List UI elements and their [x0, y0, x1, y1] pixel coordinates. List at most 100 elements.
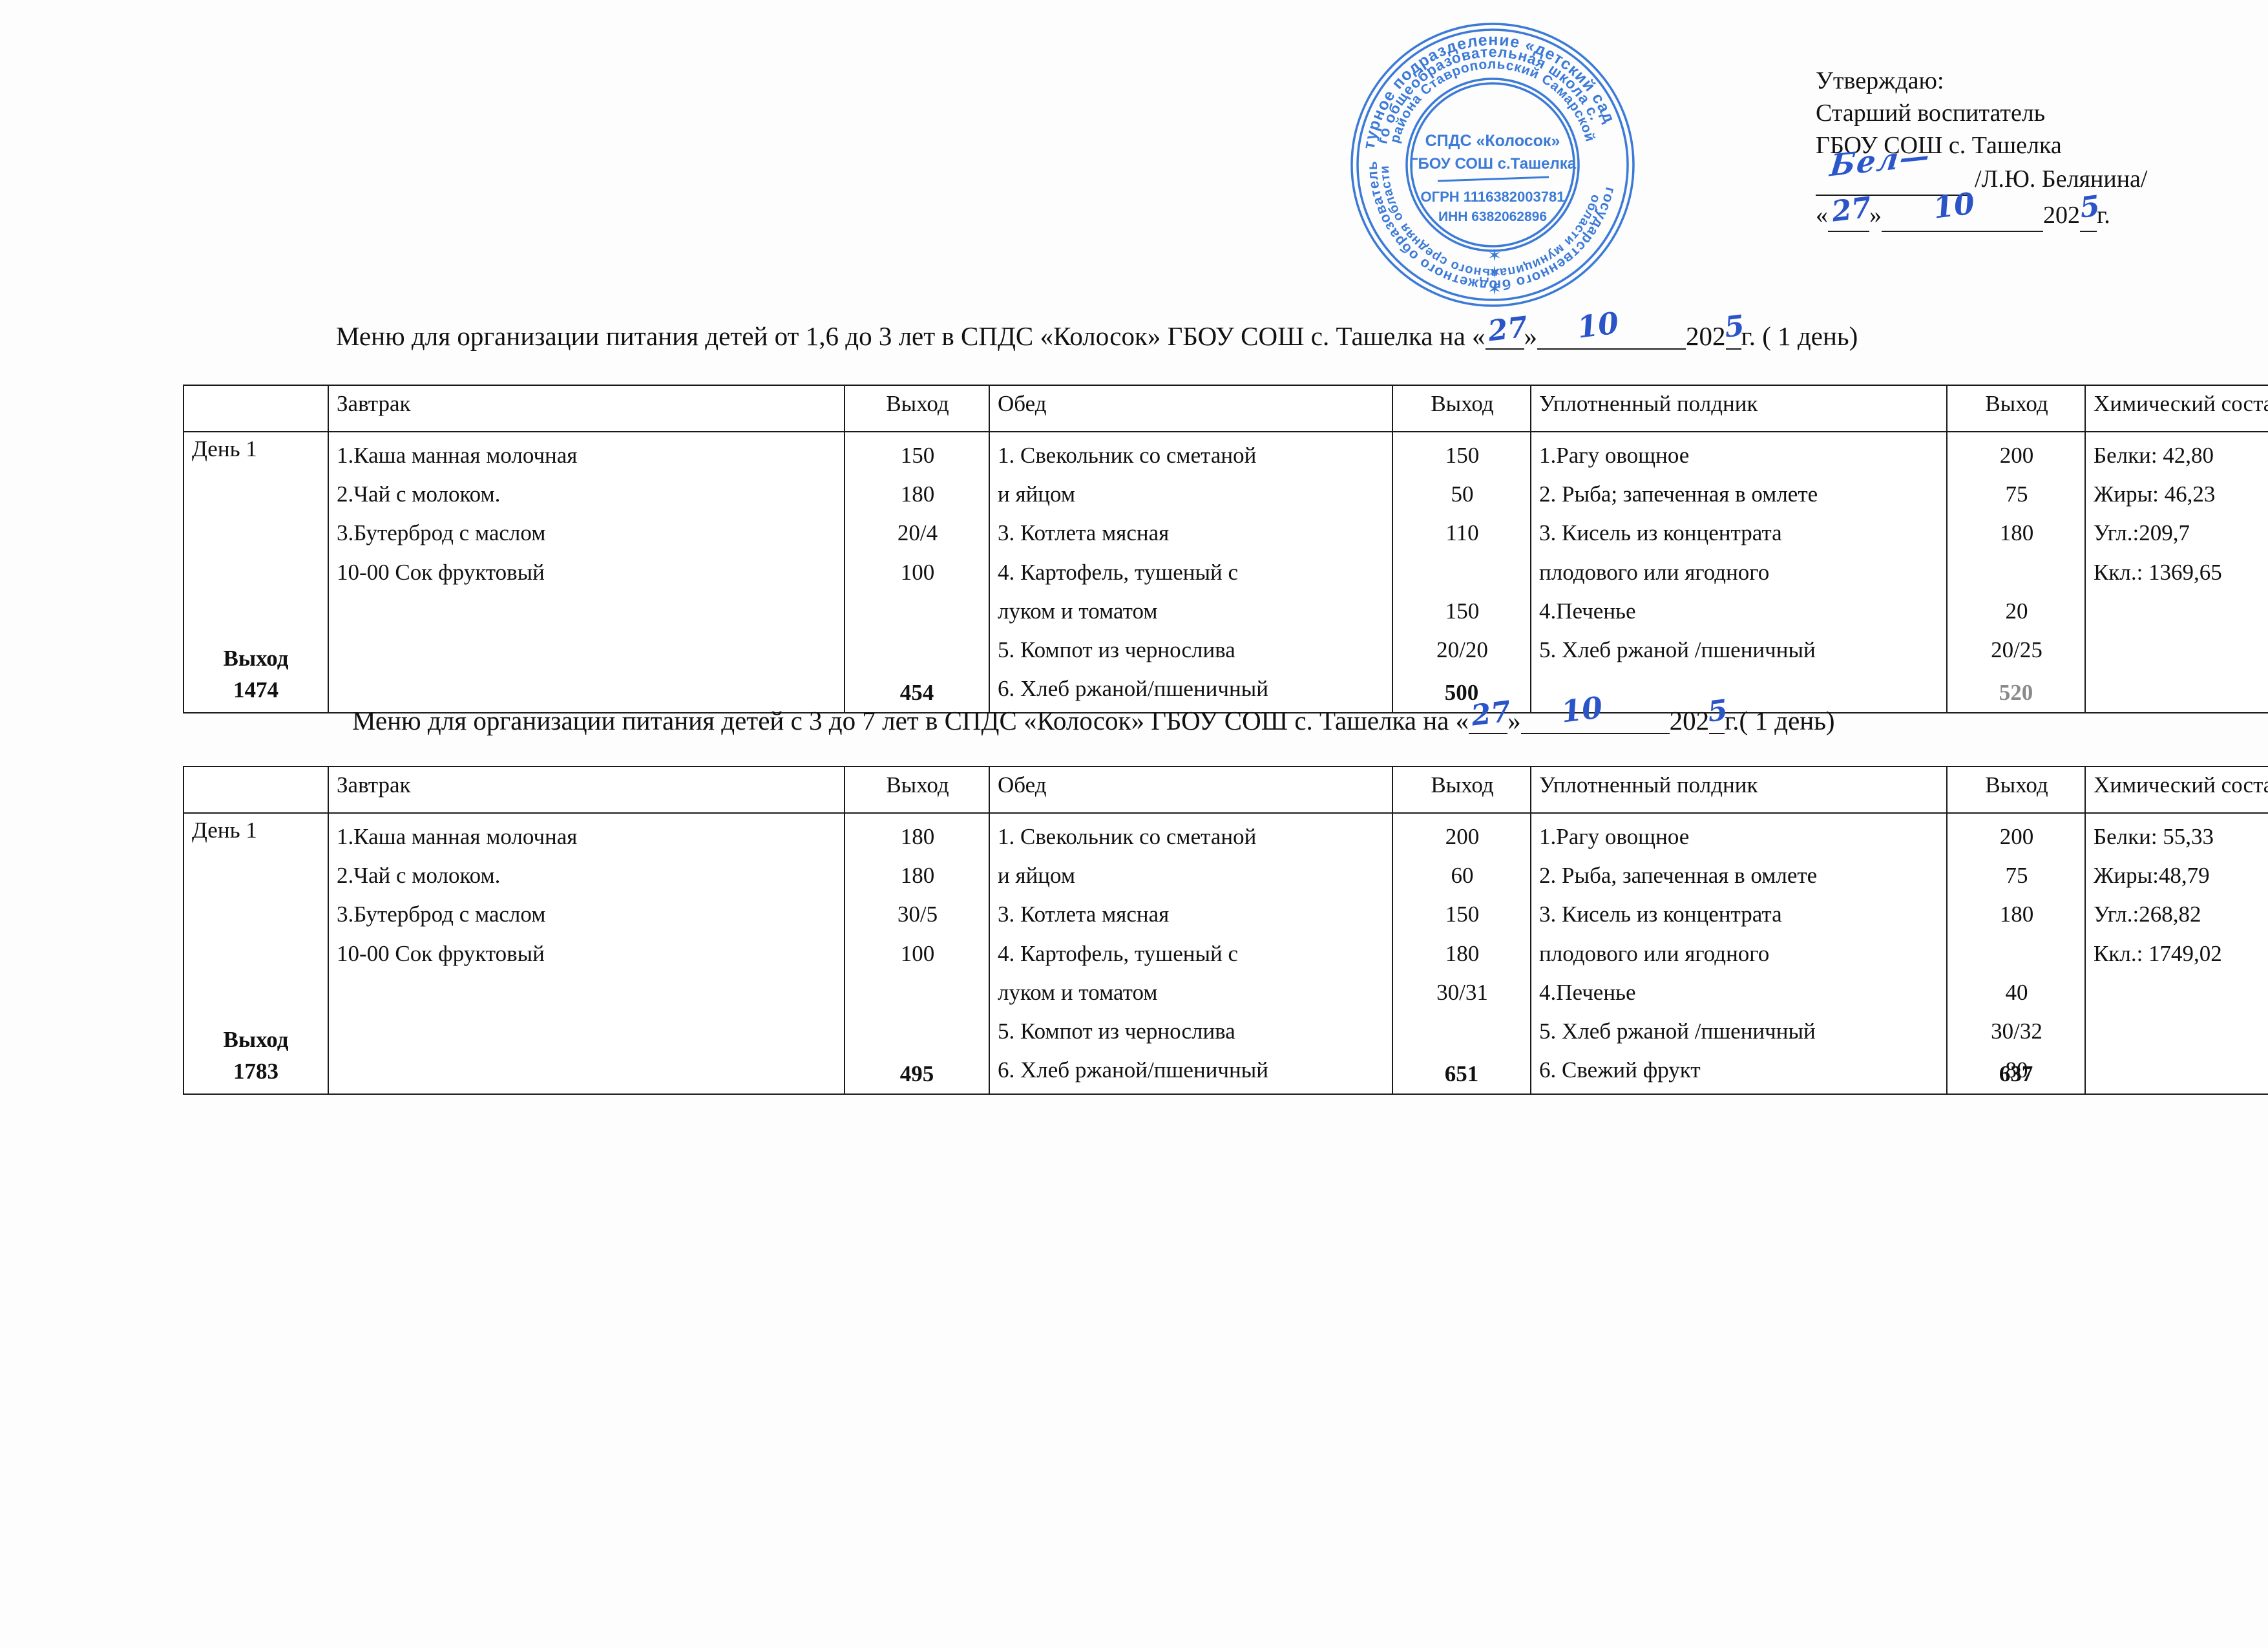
- header-day: [183, 766, 329, 814]
- header-lunch: Обед: [989, 385, 1393, 432]
- yield-value: 20/25: [1991, 637, 2042, 662]
- list-item: 4.Печенье: [1539, 598, 1636, 624]
- svg-text:го общеобразовательная школа с: го общеобразовательная школа с.: [1373, 43, 1604, 145]
- list-item: 5. Компот из чернослива: [998, 1018, 1235, 1044]
- day-total-block: Выход 1783: [184, 1024, 328, 1087]
- lunch-items: 1. Свекольник со сметаной и яйцом 3. Кот…: [998, 436, 1385, 708]
- list-item: 6. Свежий фрукт: [1539, 1057, 1701, 1083]
- yield-value: 150: [1445, 443, 1480, 468]
- title-year-handwritten: 5: [1722, 309, 1747, 344]
- list-item: Ккл.: 1369,65: [2094, 559, 2222, 585]
- lunch-yields: 200 60 150 180 30/31: [1401, 818, 1524, 1012]
- day-cell: День 1 Выход 1474: [183, 430, 329, 714]
- list-item: плодового или ягодного: [1539, 940, 1770, 966]
- lunch-yield-cell: 150 50 110 150 20/20 500: [1392, 430, 1531, 714]
- table-header-row: Завтрак Выход Обед Выход Уплотненный пол…: [183, 385, 2268, 432]
- yield-value: 200: [1999, 824, 2034, 849]
- list-item: 2. Рыба, запеченная в омлете: [1539, 863, 1818, 889]
- svg-text:ИНН 6382062896: ИНН 6382062896: [1438, 209, 1547, 224]
- title-month-rule: [1520, 713, 1670, 734]
- svg-text:турное подразделение «детский: турное подразделение «детский сад: [1360, 31, 1619, 151]
- header-chemical: Химический состав: [2084, 766, 2268, 814]
- quote-open: «: [1472, 321, 1486, 351]
- header-yield-2: Выход: [1392, 766, 1531, 814]
- snack-cell: 1.Рагу овощное 2. Рыба; запеченная в омл…: [1530, 430, 1948, 714]
- breakfast-yields: 180 180 30/5 100: [853, 818, 982, 973]
- breakfast-yields: 150 180 20/4 100: [853, 436, 982, 592]
- approval-year-suffix: г.: [2097, 202, 2110, 229]
- signature-rule: [1816, 171, 1971, 196]
- list-item: 2. Рыба; запеченная в омлете: [1539, 481, 1818, 507]
- svg-text:✶: ✶: [1487, 246, 1502, 266]
- yield-value: 40: [2005, 979, 2028, 1005]
- snack-items: 1.Рагу овощное 2. Рыба, запеченная в омл…: [1539, 818, 1940, 1090]
- day-label: День 1: [192, 818, 257, 843]
- chemical-items: Белки: 42,80 Жиры: 46,23 Угл.:209,7 Ккл.…: [2094, 436, 2268, 592]
- yield-value: 180: [1999, 902, 2034, 927]
- yield-value: 30/32: [1991, 1018, 2042, 1044]
- list-item: 4. Картофель, тушеный с: [998, 940, 1239, 966]
- official-round-stamp: турное подразделение «детский сад го общ…: [1343, 6, 1638, 310]
- list-item: 5. Хлеб ржаной /пшеничный: [1539, 1018, 1816, 1044]
- table-row: День 1 Выход 1783 1.Каша манная молочная…: [183, 812, 2268, 1095]
- yield-value: 150: [1445, 598, 1480, 624]
- list-item: Ккл.: 1749,02: [2094, 940, 2222, 966]
- total-value: 1783: [233, 1059, 278, 1084]
- title-year-handwritten: 5: [1706, 693, 1730, 729]
- list-item: Белки: 42,80: [2094, 443, 2214, 468]
- svg-text:ГБОУ СОШ с.Ташелка: ГБОУ СОШ с.Ташелка: [1409, 155, 1577, 173]
- list-item: 4. Картофель, тушеный с: [998, 559, 1239, 585]
- yield-value: 180: [900, 481, 935, 507]
- quote-close: »: [1869, 202, 1882, 229]
- list-item: 3. Кисель из концентрата: [1539, 520, 1782, 546]
- header-snack: Уплотненный полдник: [1530, 766, 1948, 814]
- header-breakfast: Завтрак: [328, 385, 845, 432]
- snack-cell: 1.Рагу овощное 2. Рыба, запеченная в омл…: [1530, 812, 1948, 1095]
- approval-year-rule: [2080, 209, 2097, 232]
- day-cell: День 1 Выход 1783: [183, 812, 329, 1095]
- svg-text:области муниципального средняя: области муниципального средняя области: [1378, 165, 1603, 280]
- header-yield-1: Выход: [844, 766, 990, 814]
- list-item: и яйцом: [998, 481, 1076, 507]
- breakfast-total: 454: [899, 680, 934, 706]
- yield-value: 50: [1451, 481, 1474, 507]
- approval-year-prefix: 202: [2043, 202, 2080, 229]
- list-item: 1. Свекольник со сметаной: [998, 824, 1257, 849]
- day-label: День 1: [192, 436, 257, 461]
- yield-value: 20: [2005, 598, 2028, 624]
- lunch-cell: 1. Свекольник со сметаной и яйцом 3. Кот…: [989, 812, 1393, 1095]
- list-item: 5. Компот из чернослива: [998, 637, 1235, 662]
- approval-block: Утверждаю: Старший воспитатель ГБОУ СОШ …: [1816, 65, 2216, 237]
- quote-open: «: [1455, 706, 1469, 735]
- title-day-rule: [1485, 329, 1524, 350]
- list-item: Белки: 55,33: [2094, 824, 2214, 849]
- header-yield-1: Выход: [844, 385, 990, 432]
- svg-text:СПДС «Колосок»: СПДС «Колосок»: [1425, 132, 1560, 150]
- header-yield-3: Выход: [1946, 385, 2086, 432]
- breakfast-yield-cell: 150 180 20/4 100 454: [844, 430, 990, 714]
- list-item: 3. Котлета мясная: [998, 902, 1170, 927]
- chemical-cell: Белки: 55,33 Жиры:48,79 Угл.:268,82 Ккл.…: [2084, 812, 2268, 1095]
- list-item: Жиры: 46,23: [2094, 481, 2216, 507]
- svg-text:государственного бюджетного об: государственного бюджетного образователь…: [1347, 19, 1619, 293]
- approval-date-row: «27» 10 202 5 г.: [1816, 186, 2216, 237]
- list-item: 3.Бутерброд с маслом: [337, 902, 546, 927]
- list-item: 3.Бутерброд с маслом: [337, 520, 546, 546]
- yield-value: 20/20: [1436, 637, 1488, 662]
- list-item: плодового или ягодного: [1539, 559, 1770, 585]
- snack-yield-cell: 200 75 180 40 30/32 80 637: [1946, 812, 2086, 1095]
- yield-value: 100: [900, 940, 935, 966]
- yield-value: 180: [1999, 520, 2034, 546]
- total-value: 1474: [233, 677, 278, 703]
- signature-row: Бел— /Л.Ю. Белянина/: [1816, 138, 2216, 199]
- list-item: луком и томатом: [998, 598, 1158, 624]
- svg-text:ОГРН 1116382003781: ОГРН 1116382003781: [1421, 189, 1565, 205]
- chemical-items: Белки: 55,33 Жиры:48,79 Угл.:268,82 Ккл.…: [2094, 818, 2268, 973]
- yield-value: 110: [1445, 520, 1479, 546]
- svg-text:✶: ✶: [1487, 263, 1502, 282]
- menu-table-1-6-to-3: Завтрак Выход Обед Выход Уплотненный пол…: [183, 385, 2268, 714]
- yield-value: 30/5: [897, 902, 938, 927]
- approval-month-handwritten: 10: [1931, 185, 1977, 226]
- title-month-handwritten: 10: [1559, 690, 1604, 730]
- list-item: 1. Свекольник со сметаной: [998, 443, 1257, 468]
